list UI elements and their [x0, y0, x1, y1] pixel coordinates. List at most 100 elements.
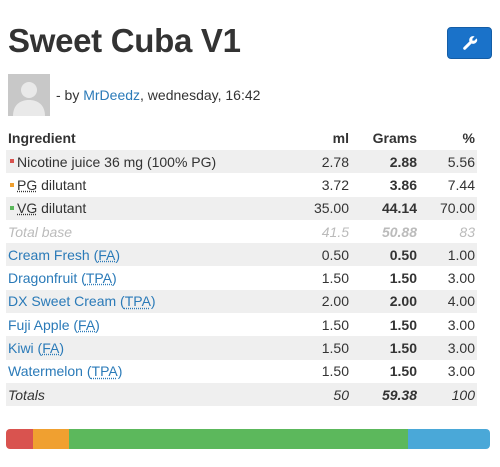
bar-segment-flavor [407, 429, 490, 449]
grams-cell: 3.86 [351, 173, 419, 196]
author-date: , wednesday, 16:42 [140, 87, 261, 103]
flavor-link[interactable]: Cream Fresh (FA) [8, 246, 121, 263]
flavor-name: Watermelon [8, 363, 83, 380]
percent-cell: 7.44 [447, 176, 475, 193]
wrench-icon [462, 36, 477, 50]
ingredient-name: Nicotine juice 36 mg (100% PG) [17, 153, 217, 170]
flavor-maker: FA [78, 316, 96, 333]
grams-cell: 44.14 [351, 196, 419, 220]
grams-value: 50.88 [381, 223, 417, 240]
flavor-maker: FA [42, 340, 60, 357]
grams-value: 2.88 [389, 153, 417, 170]
bar-segment-nicotine [6, 429, 33, 449]
ml-cell: 1.50 [321, 270, 349, 287]
flavor-name: Fuji Apple [8, 316, 70, 333]
ingredient-cell: Nicotine juice 36 mg (100% PG) [6, 150, 292, 174]
vg-color-swatch [10, 206, 14, 211]
grams-value: 3.86 [389, 176, 417, 193]
table-header-row: Ingredient ml Grams % [6, 126, 477, 150]
percent-cell: 3.00 [447, 363, 475, 380]
tools-button[interactable] [447, 27, 492, 59]
avatar [8, 74, 50, 116]
header-percent: % [462, 130, 475, 146]
ingredient-cell: Fuji Apple (FA) [6, 313, 292, 336]
header-ml: ml [332, 130, 349, 146]
grams-value: 1.50 [389, 270, 417, 287]
ml-cell: 0.50 [292, 243, 351, 267]
percent-cell: 83 [459, 223, 475, 240]
totals-label: Totals [6, 382, 292, 407]
table-row: DX Sweet Cream (TPA) 2.00 2.00 4.00 [6, 289, 477, 314]
ingredient-cell: VG dilutant [6, 196, 292, 220]
author-link[interactable]: MrDeedz [83, 87, 141, 103]
totals-row: Totals 50 59.38 100 [6, 382, 477, 407]
ingredient-name: dilutant [37, 176, 87, 193]
user-placeholder-icon [8, 74, 50, 116]
recipe-table: Ingredient ml Grams % Nicotine juice 36 … [6, 126, 477, 407]
ml-cell: 2.78 [292, 150, 351, 174]
pg-abbr: PG [17, 176, 38, 193]
grams-value: 0.50 [389, 246, 417, 263]
percent-cell: 3.00 [447, 316, 475, 333]
percent-cell: 1.00 [419, 243, 477, 267]
grams-cell: 2.88 [351, 150, 419, 174]
ml-cell: 1.50 [321, 363, 349, 380]
grams-cell: 59.38 [351, 382, 419, 407]
author-prefix: - by [56, 87, 84, 103]
ml-cell: 1.50 [321, 316, 349, 333]
grams-value: 2.00 [389, 293, 417, 310]
grams-cell: 1.50 [351, 313, 419, 336]
ml-cell: 50 [292, 382, 351, 407]
percent-cell: 3.00 [419, 336, 477, 360]
ml-cell: 3.72 [321, 176, 349, 193]
ingredient-cell: Dragonfruit (TPA) [6, 266, 292, 289]
table-row: Watermelon (TPA) 1.50 1.50 3.00 [6, 360, 477, 383]
header-grams: Grams [372, 130, 417, 146]
percent-cell: 4.00 [419, 289, 477, 314]
percent-cell: 100 [419, 382, 477, 407]
ml-cell: 2.00 [292, 289, 351, 314]
table-row: PG dilutant 3.72 3.86 7.44 [6, 173, 477, 196]
ingredient-cell: Kiwi (FA) [6, 336, 292, 360]
flavor-link[interactable]: DX Sweet Cream (TPA) [8, 293, 156, 310]
flavor-maker: FA [98, 246, 116, 263]
bar-segment-pg [32, 429, 69, 449]
header-ingredient: Ingredient [8, 130, 76, 146]
table-row: Cream Fresh (FA) 0.50 0.50 1.00 [6, 243, 477, 267]
author-line: - by MrDeedz , wednesday, 16:42 [8, 73, 260, 117]
percent-cell: 3.00 [447, 270, 475, 287]
flavor-name: Dragonfruit [8, 270, 78, 287]
percent-cell: 70.00 [419, 196, 477, 220]
table-row: Fuji Apple (FA) 1.50 1.50 3.00 [6, 313, 477, 336]
flavor-link[interactable]: Kiwi (FA) [8, 340, 65, 357]
total-base-row: Total base 41.5 50.88 83 [6, 220, 477, 243]
table-row: VG dilutant 35.00 44.14 70.00 [6, 196, 477, 220]
flavor-maker: TPA [91, 363, 118, 380]
ingredient-cell: Watermelon (TPA) [6, 360, 292, 383]
ingredient-cell: PG dilutant [6, 173, 292, 196]
flavor-link[interactable]: Dragonfruit (TPA) [8, 270, 117, 287]
pg-color-swatch [10, 182, 14, 187]
flavor-link[interactable]: Fuji Apple (FA) [8, 316, 100, 333]
grams-cell: 1.50 [351, 360, 419, 383]
flavor-name: DX Sweet Cream [8, 293, 117, 310]
total-base-label: Total base [8, 223, 73, 240]
grams-cell: 1.50 [351, 336, 419, 360]
page-title: Sweet Cuba V1 [8, 22, 241, 59]
ingredient-name: dilutant [37, 200, 87, 217]
flavor-link[interactable]: Watermelon (TPA) [8, 363, 123, 380]
composition-bar [6, 429, 490, 449]
nicotine-color-swatch [10, 159, 14, 164]
bar-segment-vg [68, 429, 408, 449]
ingredient-cell: Cream Fresh (FA) [6, 243, 292, 267]
grams-cell: 0.50 [351, 243, 419, 267]
table-row: Nicotine juice 36 mg (100% PG) 2.78 2.88… [6, 150, 477, 174]
grams-cell: 50.88 [351, 220, 419, 243]
grams-cell: 2.00 [351, 289, 419, 314]
table-row: Dragonfruit (TPA) 1.50 1.50 3.00 [6, 266, 477, 289]
ml-cell: 1.50 [292, 336, 351, 360]
table-row: Kiwi (FA) 1.50 1.50 3.00 [6, 336, 477, 360]
flavor-maker: TPA [124, 293, 151, 310]
vg-abbr: VG [17, 200, 38, 217]
grams-value: 59.38 [381, 386, 417, 403]
